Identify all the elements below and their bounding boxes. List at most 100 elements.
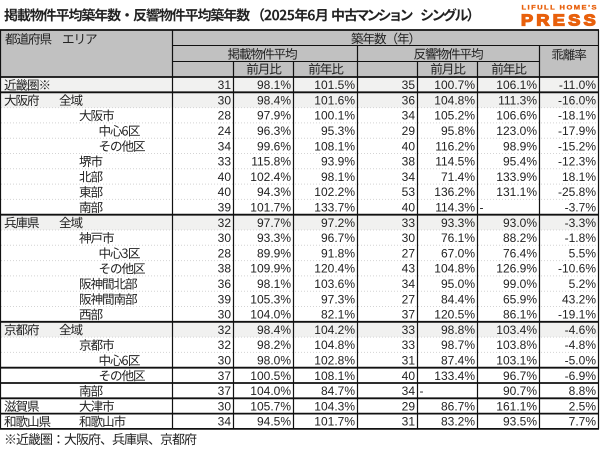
svg-text:98.1%: 98.1% xyxy=(321,170,355,184)
svg-text:18.1%: 18.1% xyxy=(562,170,596,184)
svg-text:131.1%: 131.1% xyxy=(496,185,537,199)
svg-text:30: 30 xyxy=(218,93,232,107)
svg-text:98.9%: 98.9% xyxy=(503,139,537,153)
svg-text:108.1%: 108.1% xyxy=(314,139,355,153)
svg-text:34: 34 xyxy=(402,277,416,291)
svg-text:95.4%: 95.4% xyxy=(503,155,537,169)
svg-text:37: 37 xyxy=(402,308,416,322)
svg-text:33: 33 xyxy=(402,323,416,337)
svg-text:40: 40 xyxy=(402,139,416,153)
svg-text:103.4%: 103.4% xyxy=(496,323,537,337)
svg-text:34: 34 xyxy=(218,139,232,153)
svg-text:97.3%: 97.3% xyxy=(321,292,355,306)
svg-text:87.4%: 87.4% xyxy=(441,354,475,368)
svg-text:34: 34 xyxy=(402,109,416,123)
svg-text:100.1%: 100.1% xyxy=(314,109,355,123)
svg-text:86.1%: 86.1% xyxy=(503,308,537,322)
svg-text:36: 36 xyxy=(218,277,232,291)
svg-text:-3.3%: -3.3% xyxy=(565,216,597,230)
svg-text:38: 38 xyxy=(218,262,232,276)
svg-text:96.3%: 96.3% xyxy=(257,124,291,138)
svg-text:102.8%: 102.8% xyxy=(314,354,355,368)
svg-text:43.2%: 43.2% xyxy=(562,292,596,306)
svg-text:-: - xyxy=(480,201,484,215)
svg-text:109.9%: 109.9% xyxy=(250,262,291,276)
svg-text:34: 34 xyxy=(218,415,232,429)
svg-text:30: 30 xyxy=(218,354,232,368)
svg-text:120.5%: 120.5% xyxy=(434,308,475,322)
svg-text:24: 24 xyxy=(218,124,232,138)
svg-text:-: - xyxy=(420,384,424,398)
svg-text:39: 39 xyxy=(218,292,232,306)
svg-text:27: 27 xyxy=(402,292,416,306)
svg-text:-6.9%: -6.9% xyxy=(565,369,597,383)
svg-text:-16.0%: -16.0% xyxy=(558,93,596,107)
svg-text:136.2%: 136.2% xyxy=(434,185,475,199)
svg-text:95.8%: 95.8% xyxy=(441,124,475,138)
svg-text:32: 32 xyxy=(218,338,232,352)
svg-text:91.8%: 91.8% xyxy=(321,246,355,260)
svg-text:126.9%: 126.9% xyxy=(496,262,537,276)
svg-text:98.2%: 98.2% xyxy=(257,338,291,352)
svg-text:104.8%: 104.8% xyxy=(434,262,475,276)
svg-text:53: 53 xyxy=(402,185,416,199)
svg-text:LIFULL HOME’S: LIFULL HOME’S xyxy=(522,5,599,12)
svg-text:94.3%: 94.3% xyxy=(257,185,291,199)
svg-text:33: 33 xyxy=(402,338,416,352)
svg-text:-3.7%: -3.7% xyxy=(565,201,597,215)
svg-text:-18.1%: -18.1% xyxy=(558,109,596,123)
svg-text:43: 43 xyxy=(402,262,416,276)
svg-text:39: 39 xyxy=(218,201,232,215)
svg-text:27: 27 xyxy=(402,246,416,260)
svg-text:123.0%: 123.0% xyxy=(496,124,537,138)
svg-text:101.6%: 101.6% xyxy=(314,93,355,107)
svg-text:84.4%: 84.4% xyxy=(441,292,475,306)
svg-text:28: 28 xyxy=(218,109,232,123)
svg-text:-11.0%: -11.0% xyxy=(559,78,596,92)
svg-text:98.1%: 98.1% xyxy=(257,277,291,291)
svg-text:2.5%: 2.5% xyxy=(569,399,597,413)
svg-text:97.7%: 97.7% xyxy=(257,216,291,230)
svg-text:97.9%: 97.9% xyxy=(257,109,291,123)
svg-text:40: 40 xyxy=(218,170,232,184)
svg-text:31: 31 xyxy=(218,78,232,92)
svg-text:30: 30 xyxy=(218,308,232,322)
svg-text:114.3%: 114.3% xyxy=(435,201,475,215)
svg-text:90.7%: 90.7% xyxy=(503,384,537,398)
svg-text:93.3%: 93.3% xyxy=(257,231,291,245)
svg-text:101.7%: 101.7% xyxy=(250,201,291,215)
svg-text:133.7%: 133.7% xyxy=(314,201,355,215)
svg-text:28: 28 xyxy=(218,246,232,260)
svg-text:98.8%: 98.8% xyxy=(441,323,475,337)
svg-text:99.6%: 99.6% xyxy=(257,139,291,153)
svg-text:82.1%: 82.1% xyxy=(321,308,355,322)
svg-text:97.2%: 97.2% xyxy=(321,216,355,230)
svg-text:101.7%: 101.7% xyxy=(314,415,355,429)
svg-text:31: 31 xyxy=(402,354,416,368)
svg-text:33: 33 xyxy=(218,155,232,169)
svg-text:96.7%: 96.7% xyxy=(503,369,537,383)
svg-text:40: 40 xyxy=(402,201,416,215)
svg-text:95.3%: 95.3% xyxy=(321,124,355,138)
svg-text:99.0%: 99.0% xyxy=(503,277,537,291)
svg-text:93.9%: 93.9% xyxy=(321,155,355,169)
svg-text:111.3%: 111.3% xyxy=(498,93,537,107)
svg-text:71.4%: 71.4% xyxy=(441,170,475,184)
svg-text:-5.0%: -5.0% xyxy=(565,354,597,368)
svg-text:5.2%: 5.2% xyxy=(569,277,597,291)
svg-text:30: 30 xyxy=(218,399,232,413)
svg-text:103.1%: 103.1% xyxy=(496,354,537,368)
svg-text:PRESS: PRESS xyxy=(521,12,599,29)
svg-text:37: 37 xyxy=(218,384,232,398)
svg-text:104.3%: 104.3% xyxy=(314,399,355,413)
svg-text:84.7%: 84.7% xyxy=(321,384,355,398)
svg-text:5.5%: 5.5% xyxy=(569,246,597,260)
svg-text:86.7%: 86.7% xyxy=(441,399,475,413)
svg-text:96.7%: 96.7% xyxy=(321,231,355,245)
svg-text:89.9%: 89.9% xyxy=(257,246,291,260)
svg-text:98.4%: 98.4% xyxy=(257,93,291,107)
svg-text:33: 33 xyxy=(402,216,416,230)
svg-text:98.7%: 98.7% xyxy=(441,338,475,352)
svg-text:32: 32 xyxy=(218,216,232,230)
svg-text:108.1%: 108.1% xyxy=(314,369,355,383)
